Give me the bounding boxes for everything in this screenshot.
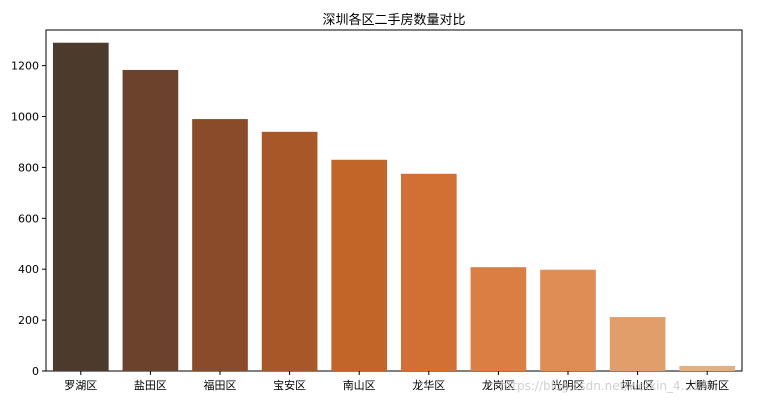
x-tick-label-5: 龙华区 bbox=[412, 378, 445, 392]
x-tick-label-6: 龙岗区 bbox=[482, 379, 515, 392]
bar-7 bbox=[540, 269, 596, 371]
x-tick-label-1: 盐田区 bbox=[134, 379, 167, 392]
y-axis: 0 200 400 600 800 1000 1200 bbox=[11, 60, 46, 378]
plot-area-frame bbox=[45, 29, 743, 372]
y-tick-label-3: 600 bbox=[18, 212, 39, 225]
y-tick-label-1: 200 bbox=[18, 314, 39, 327]
y-tick-label-2: 400 bbox=[18, 263, 39, 276]
x-axis: 罗湖区 盐田区 福田区 宝安区 南山区 龙华区 龙岗区 光明区 坪山区 大鹏新区 bbox=[64, 371, 729, 392]
x-tick-label-9: 大鹏新区 bbox=[685, 378, 729, 392]
bar-2 bbox=[192, 119, 248, 371]
y-tick-label-6: 1200 bbox=[11, 60, 39, 73]
bar-1 bbox=[122, 69, 179, 371]
bar-group bbox=[52, 42, 736, 371]
x-tick-label-4: 南山区 bbox=[343, 379, 376, 392]
bar-8 bbox=[609, 317, 666, 371]
x-tick-label-0: 罗湖区 bbox=[64, 379, 97, 392]
x-tick-label-3: 宝安区 bbox=[273, 378, 306, 392]
bar-5 bbox=[400, 173, 457, 371]
bar-0 bbox=[52, 42, 109, 371]
y-tick-label-5: 1000 bbox=[11, 111, 39, 124]
y-tick-label-0: 0 bbox=[32, 365, 39, 378]
bar-9 bbox=[679, 365, 736, 371]
watermark-text: https://blog.csdn.net/weixin_4...17 bbox=[500, 379, 707, 393]
chart-title: 深圳各区二手房数量对比 bbox=[322, 12, 465, 28]
x-tick-label-2: 福田区 bbox=[204, 378, 237, 392]
bar-4 bbox=[331, 159, 388, 371]
bar-3 bbox=[261, 131, 318, 371]
x-tick-label-8: 坪山区 bbox=[621, 379, 654, 392]
bar-6 bbox=[470, 267, 527, 371]
y-tick-label-4: 800 bbox=[18, 161, 39, 174]
x-tick-label-7: 光明区 bbox=[552, 378, 585, 392]
